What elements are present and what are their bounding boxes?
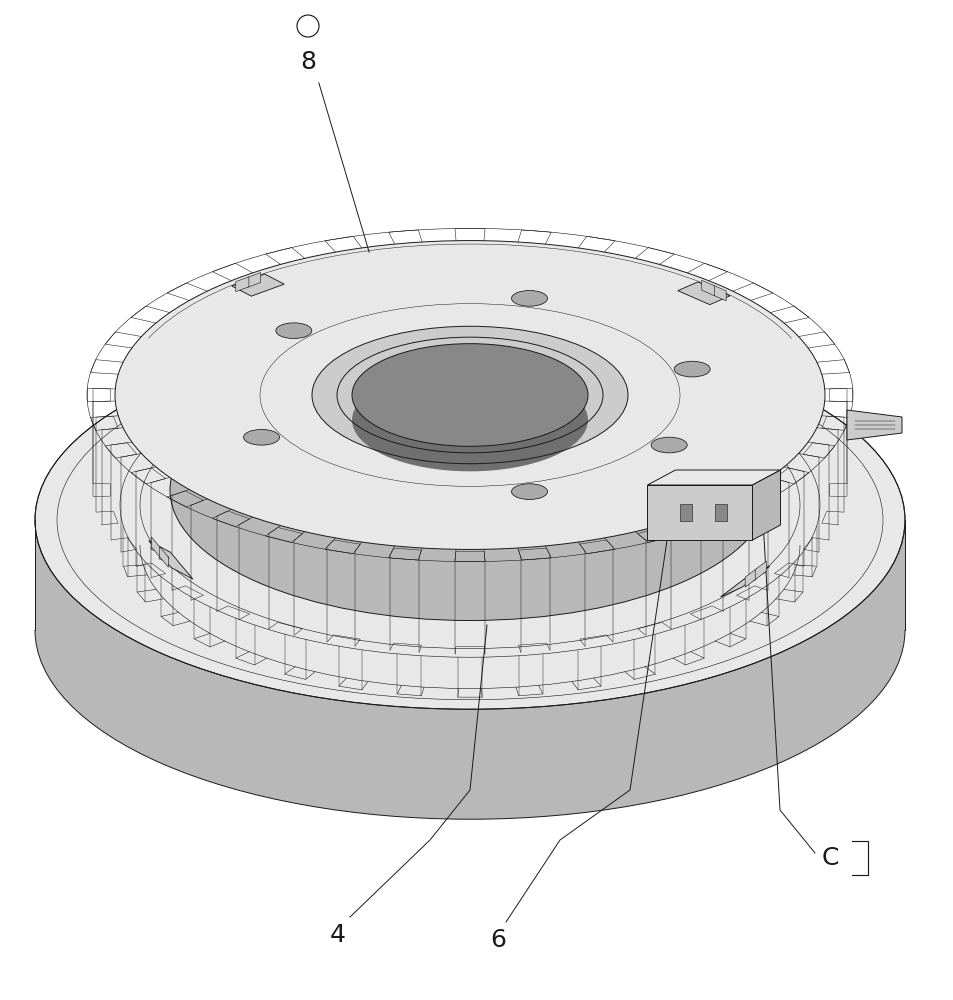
Ellipse shape <box>651 437 686 453</box>
Polygon shape <box>647 485 752 540</box>
Polygon shape <box>170 265 769 513</box>
Polygon shape <box>714 504 726 521</box>
Polygon shape <box>352 344 587 420</box>
Ellipse shape <box>511 291 547 306</box>
Polygon shape <box>677 282 729 305</box>
Polygon shape <box>248 273 260 287</box>
Polygon shape <box>152 537 160 558</box>
Ellipse shape <box>511 484 547 499</box>
Ellipse shape <box>115 241 824 549</box>
Ellipse shape <box>336 337 602 453</box>
Ellipse shape <box>35 441 904 819</box>
Ellipse shape <box>243 429 279 445</box>
Text: 4: 4 <box>330 923 346 947</box>
Ellipse shape <box>170 264 769 526</box>
Polygon shape <box>744 569 756 587</box>
Ellipse shape <box>312 326 627 464</box>
Polygon shape <box>846 410 901 440</box>
Polygon shape <box>720 566 769 597</box>
Ellipse shape <box>674 361 709 377</box>
Ellipse shape <box>275 323 312 339</box>
Polygon shape <box>713 285 725 301</box>
Polygon shape <box>679 504 691 521</box>
Polygon shape <box>159 547 169 567</box>
Polygon shape <box>35 520 904 630</box>
Ellipse shape <box>35 331 904 709</box>
Ellipse shape <box>352 344 587 446</box>
Text: 6: 6 <box>490 928 505 952</box>
Ellipse shape <box>170 360 769 620</box>
Polygon shape <box>149 541 193 579</box>
Polygon shape <box>755 561 765 580</box>
Polygon shape <box>647 470 780 485</box>
Polygon shape <box>752 470 780 540</box>
Text: C: C <box>821 846 838 870</box>
Polygon shape <box>701 280 714 296</box>
Text: 8: 8 <box>299 50 315 74</box>
Ellipse shape <box>352 369 587 471</box>
Polygon shape <box>235 277 249 292</box>
Polygon shape <box>232 274 284 296</box>
